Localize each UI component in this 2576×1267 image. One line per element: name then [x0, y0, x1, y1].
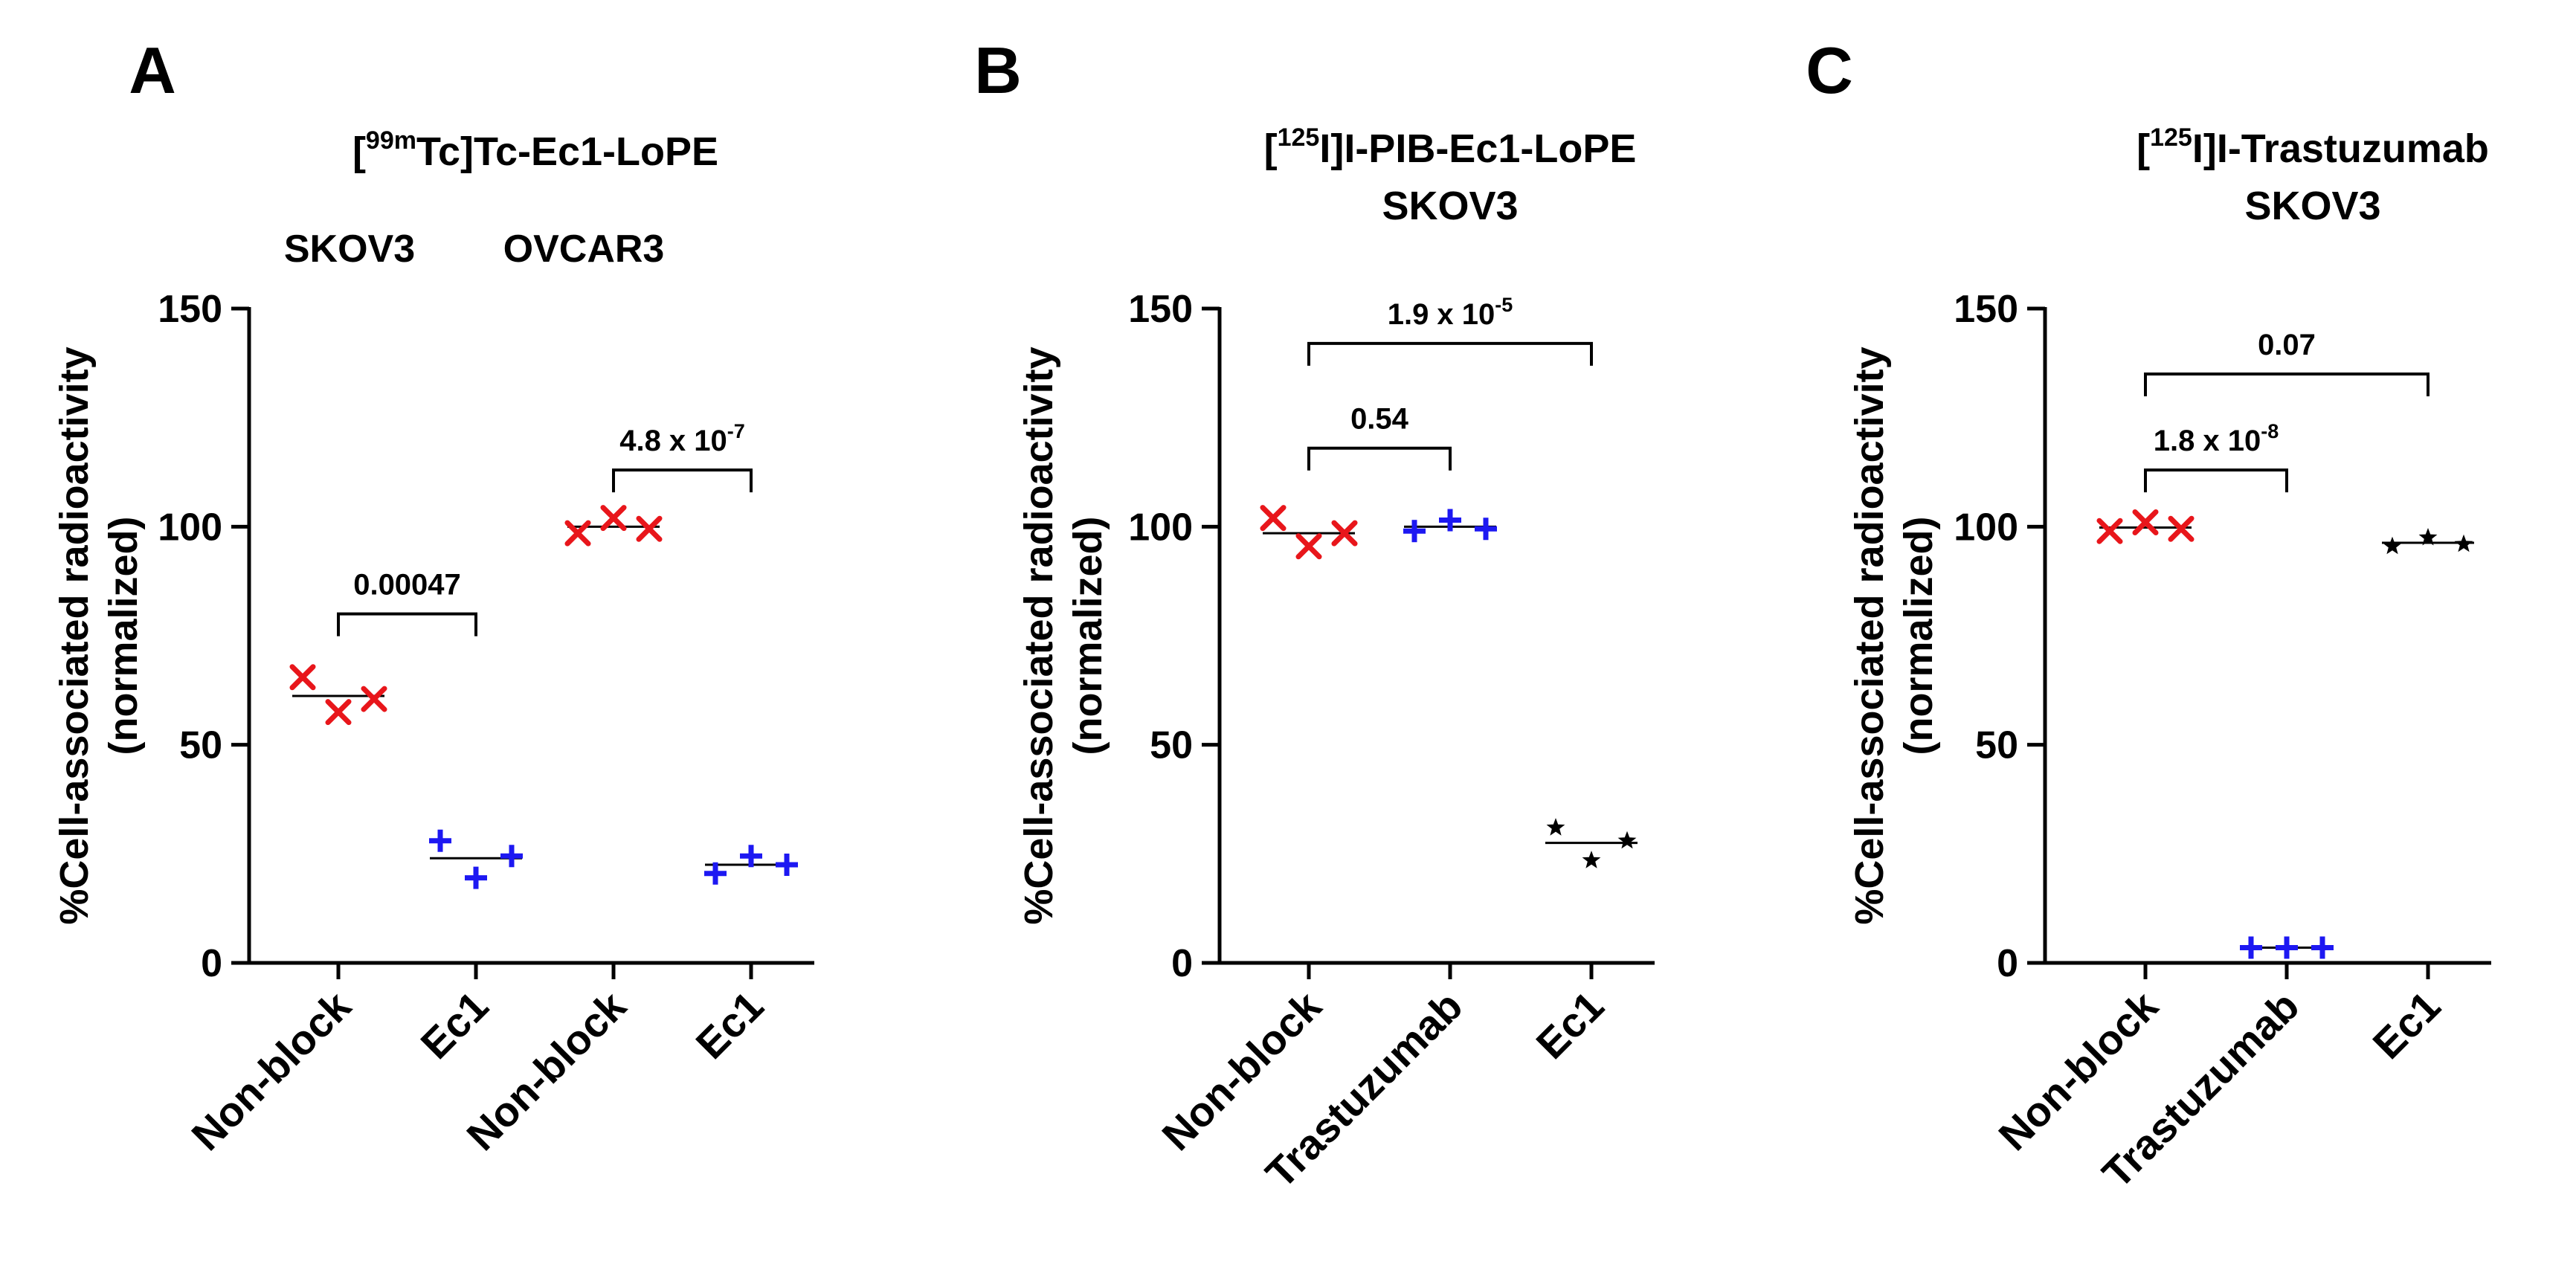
y-axis-label: %Cell-associated radioactivity (normalize…	[52, 346, 146, 924]
series-ovcar3-non-block	[564, 505, 663, 547]
series-skov3-non-block	[289, 664, 387, 726]
y-axis-label: %Cell-associated radioactivity (normalize…	[1847, 346, 1941, 924]
y-tick-label: 150	[1128, 288, 1193, 331]
data-point-b	[325, 699, 352, 726]
y-tick-label: 0	[1997, 942, 2018, 985]
panel-subtitle: SKOV3	[1382, 184, 1518, 228]
y-tick-label: 100	[1954, 506, 2018, 549]
data-point-b	[1295, 533, 1322, 560]
x-tick-label: Ec1	[411, 982, 497, 1068]
p-value-label: 4.8 x 10-7	[619, 420, 745, 457]
data-point	[1546, 818, 1565, 836]
group-label: OVCAR3	[503, 228, 665, 271]
series-ovcar3-ec1	[704, 845, 798, 885]
panel-title: [99mTc]Tc-Ec1-LoPE	[352, 126, 718, 174]
y-tick-label: 0	[1171, 942, 1193, 985]
bracket-line	[2144, 468, 2288, 493]
y-tick-label: 100	[1128, 506, 1193, 549]
bracket-line	[2144, 373, 2430, 396]
data-point-b	[1260, 505, 1287, 532]
series-ec1	[2382, 528, 2474, 555]
p-value-label: 0.54	[1350, 403, 1409, 436]
panel-a: A [99mTc]Tc-Ec1-LoPE SKOV3 OVCAR3 %Cell-asso…	[52, 33, 814, 1159]
x-tick-label: Ec1	[1527, 982, 1612, 1068]
x-tick-label: Non-block	[182, 981, 360, 1159]
bracket-line	[612, 468, 753, 493]
data-point-b	[361, 686, 387, 712]
y-tick-label: 100	[158, 506, 222, 549]
panel-letter: A	[129, 33, 176, 107]
y-tick-label: 50	[1150, 724, 1193, 767]
significance-bracket: 0.07	[2144, 329, 2430, 396]
series-non-block	[2096, 509, 2195, 544]
panel-letter: B	[974, 33, 1022, 107]
group-label: SKOV3	[284, 228, 415, 271]
bracket-line	[1307, 446, 1452, 471]
series-ec1	[1545, 818, 1638, 868]
y-tick-label: 0	[201, 942, 222, 985]
panel-b: B [125I]I-PIB-Ec1-LoPE SKOV3 %Cell-associat…	[974, 33, 1655, 1197]
panel-title: [125I]I-Trastuzumab	[2137, 123, 2489, 171]
p-value-label: 0.07	[2258, 329, 2316, 361]
series-skov3-ec1	[429, 829, 523, 889]
data-point	[1582, 851, 1601, 868]
x-tick-label: Ec1	[686, 982, 772, 1068]
series-trastuzumab	[2240, 936, 2334, 959]
data-point-b	[600, 505, 627, 532]
panel-letter: C	[1806, 33, 1853, 107]
panel-subtitle: SKOV3	[2244, 184, 2380, 228]
data-point	[2418, 528, 2438, 546]
bracket-line	[337, 612, 477, 636]
y-tick-label: 150	[1954, 288, 2018, 331]
bracket-line	[1307, 341, 1593, 366]
p-value-label: 0.00047	[353, 569, 461, 602]
panel-c: C [125I]I-Trastuzumab SKOV3 %Cell-associate…	[1806, 33, 2491, 1197]
series-non-block	[1260, 505, 1358, 560]
y-tick-label: 150	[158, 288, 222, 331]
data-point-b	[564, 520, 591, 547]
x-tick-label: Ec1	[2363, 982, 2449, 1068]
significance-bracket: 4.8 x 10-7	[612, 420, 753, 493]
data-point-b	[636, 515, 663, 542]
data-point	[2454, 534, 2473, 552]
y-axis-label: %Cell-associated radioactivity (normalize…	[1017, 346, 1110, 924]
data-point-b	[289, 664, 316, 691]
data-point-b	[2096, 518, 2123, 544]
data-point-b	[2168, 515, 2195, 542]
p-value-label: 1.9 x 10-5	[1388, 294, 1513, 331]
panel-title: [125I]I-PIB-Ec1-LoPE	[1264, 123, 1637, 171]
p-value-label: 1.8 x 10-8	[2154, 420, 2279, 457]
data-point-b	[2132, 509, 2159, 535]
y-tick-label: 50	[1975, 724, 2018, 767]
significance-bracket: 1.8 x 10-8	[2144, 420, 2288, 493]
data-point	[2383, 536, 2402, 555]
data-point-b	[1331, 520, 1358, 547]
data-point	[1617, 831, 1637, 849]
significance-bracket: 1.9 x 10-5	[1307, 294, 1593, 366]
series-trastuzumab	[1403, 509, 1497, 543]
significance-bracket: 0.00047	[337, 569, 477, 636]
significance-bracket: 0.54	[1307, 403, 1452, 471]
y-tick-label: 50	[179, 724, 222, 767]
